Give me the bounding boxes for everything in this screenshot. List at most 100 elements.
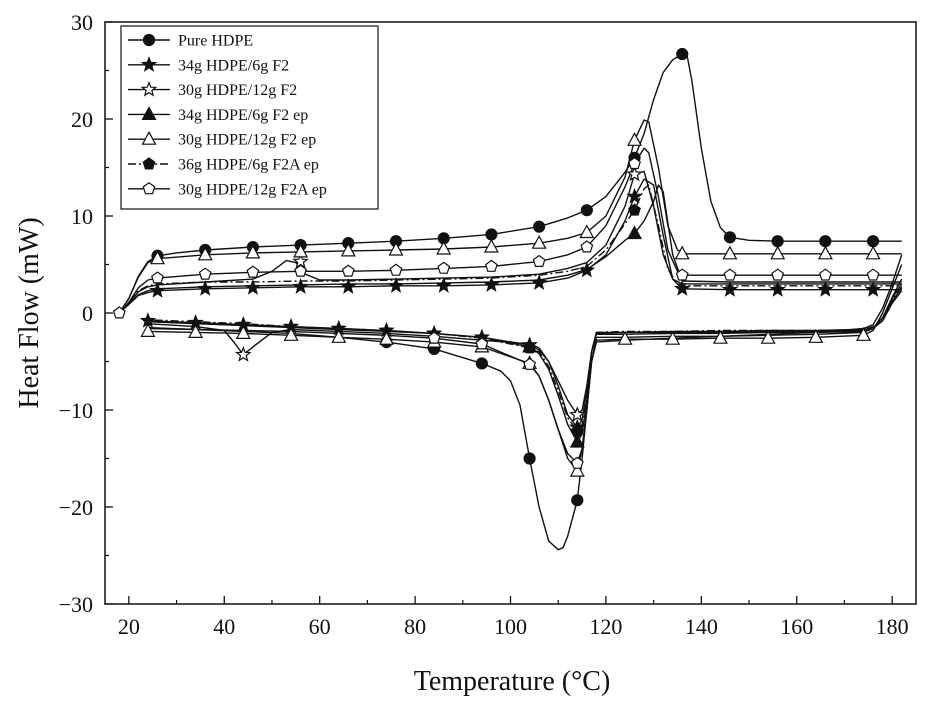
series-marker	[531, 234, 547, 249]
series-marker	[283, 327, 299, 341]
series-marker	[665, 330, 681, 345]
legend-marker	[142, 182, 156, 195]
series-marker	[427, 331, 441, 344]
legend-marker	[142, 157, 156, 170]
series-marker	[818, 268, 832, 281]
legend-label: 30g HDPE/12g F2	[178, 82, 297, 99]
series-marker	[197, 246, 213, 261]
series-marker	[140, 323, 156, 337]
legend: Pure HDPE 34g HDPE/6g F2 30g HDPE/12g F2 34…	[120, 25, 379, 210]
series-marker	[483, 238, 499, 253]
series-marker	[198, 267, 212, 280]
series-line	[118, 53, 902, 314]
series-marker	[483, 276, 500, 292]
plot-lines	[118, 53, 903, 551]
y-tick-label: 20	[71, 107, 93, 132]
series-marker	[523, 452, 536, 465]
series-marker	[817, 245, 833, 260]
series-marker	[523, 357, 537, 370]
legend-label: 30g HDPE/12g F2A ep	[178, 181, 327, 198]
legend-label: 34g HDPE/6g F2 ep	[178, 107, 308, 124]
series-marker	[475, 337, 489, 350]
series-marker	[722, 245, 738, 260]
y-tick-label: −30	[59, 592, 93, 617]
series-marker	[569, 406, 586, 422]
x-tick-label: 140	[685, 614, 718, 639]
series-marker	[523, 341, 537, 354]
series-marker	[626, 132, 643, 146]
series-marker	[570, 424, 584, 437]
series-marker	[530, 274, 548, 290]
series-marker	[436, 240, 452, 255]
series-marker	[712, 329, 728, 344]
x-tick-label: 40	[213, 614, 235, 639]
x-tick-label: 120	[589, 614, 622, 639]
legend-marker	[140, 56, 158, 72]
series-marker	[855, 327, 872, 341]
series-marker	[760, 329, 776, 344]
series-marker	[864, 281, 882, 297]
series-marker	[674, 245, 690, 260]
series-marker	[628, 203, 641, 216]
series-marker	[389, 263, 403, 276]
legend-label: Pure HDPE	[178, 33, 253, 50]
series-marker	[435, 277, 452, 293]
series-marker	[580, 240, 594, 253]
series-marker	[626, 187, 643, 204]
series-marker	[196, 280, 214, 296]
series-line	[147, 283, 903, 416]
legend-box	[120, 25, 379, 210]
series-marker	[437, 261, 451, 274]
x-tick-label: 100	[494, 614, 527, 639]
series-marker	[387, 277, 405, 293]
x-tick-label: 20	[118, 614, 140, 639]
series-marker	[149, 250, 166, 265]
x-tick-label: 160	[780, 614, 813, 639]
series-marker	[769, 281, 786, 297]
series-marker	[331, 329, 347, 343]
series-line	[118, 178, 902, 314]
series-marker	[579, 224, 595, 239]
y-axis-title: Heat Flow (mW)	[14, 217, 45, 408]
series-marker	[569, 462, 585, 477]
series-marker	[245, 244, 261, 259]
series-marker	[770, 245, 786, 260]
series-marker	[571, 494, 584, 507]
series-marker	[388, 241, 404, 256]
series-marker	[808, 329, 824, 343]
series-marker	[628, 156, 641, 170]
series-marker	[676, 47, 689, 61]
series-marker	[341, 264, 355, 277]
series-marker	[532, 254, 546, 267]
series-marker	[292, 278, 309, 294]
series-marker	[617, 330, 633, 345]
series-marker	[674, 280, 691, 296]
series-marker	[475, 357, 488, 370]
series-marker	[723, 231, 737, 244]
series-marker	[294, 264, 308, 277]
y-axis: −30 −20 −10 0 10 20 30	[59, 10, 113, 617]
series-marker	[866, 235, 880, 248]
legend-marker	[141, 130, 157, 145]
series-marker	[112, 306, 126, 319]
legend-label: 34g HDPE/6g F2	[178, 57, 289, 74]
series-marker	[578, 261, 596, 278]
y-tick-label: 10	[71, 204, 93, 229]
series-marker	[721, 281, 739, 297]
series-marker	[151, 271, 164, 284]
series-marker	[675, 268, 689, 281]
series-line	[147, 278, 903, 465]
series-marker	[533, 220, 546, 233]
legend-marker	[141, 106, 157, 121]
series-line	[147, 286, 903, 432]
series-marker	[339, 278, 357, 294]
series-marker	[569, 433, 585, 448]
series-marker	[817, 281, 834, 297]
legend-label: 30g HDPE/12g F2 ep	[178, 132, 316, 149]
series-marker	[723, 268, 737, 281]
legend-marker	[142, 33, 156, 47]
series-marker	[188, 324, 204, 338]
series-marker	[149, 282, 166, 298]
y-tick-label: −10	[59, 398, 93, 423]
